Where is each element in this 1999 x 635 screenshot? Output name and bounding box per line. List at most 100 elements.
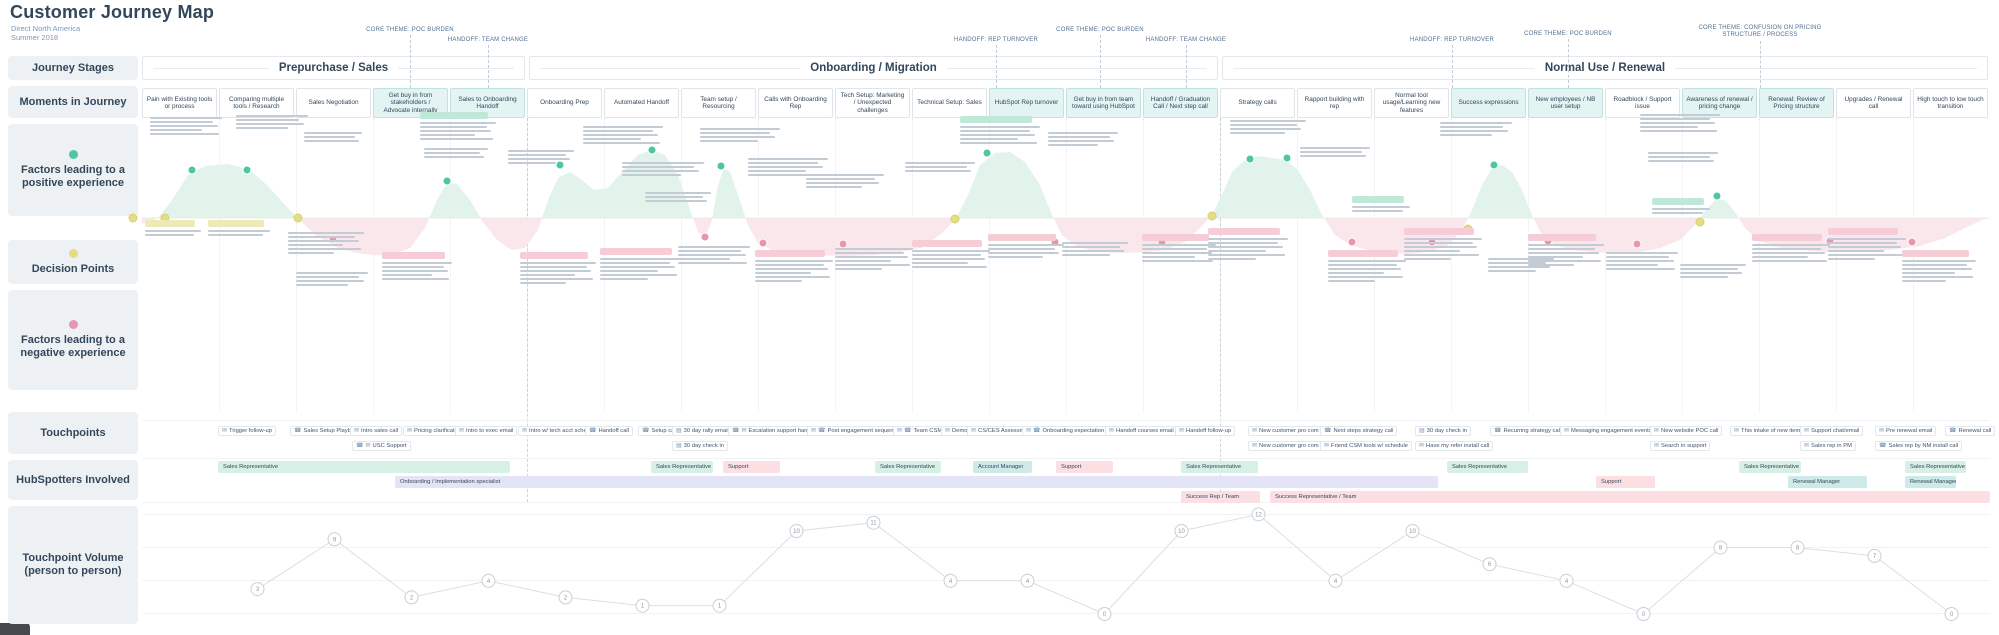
volume-node[interactable] <box>1020 573 1035 588</box>
moment-cell-3[interactable]: Sales Negotiation <box>296 88 371 118</box>
decision-dot[interactable] <box>950 214 960 224</box>
volume-node[interactable] <box>1328 573 1343 588</box>
moment-cell-5[interactable]: Sales to Onboarding Handoff <box>450 88 525 118</box>
negative-dot[interactable] <box>1907 237 1917 247</box>
hubspotter-bar[interactable]: Sales Representative <box>218 461 510 473</box>
volume-node[interactable] <box>712 598 727 613</box>
annotation-note[interactable] <box>988 234 1064 258</box>
positive-dot[interactable] <box>555 160 565 170</box>
touchpoint-chip[interactable]: ☎ Handoff call <box>585 426 633 436</box>
decision-dot[interactable] <box>293 213 303 223</box>
positive-dot[interactable] <box>1245 154 1255 164</box>
positive-dot[interactable] <box>647 145 657 155</box>
annotation-note[interactable] <box>835 248 913 270</box>
annotation-note[interactable] <box>208 220 270 236</box>
moment-cell-11[interactable]: Technical Setup: Sales <box>912 88 987 118</box>
annotation-note[interactable] <box>748 158 828 176</box>
volume-node[interactable] <box>943 573 958 588</box>
volume-node[interactable] <box>1097 607 1112 621</box>
moment-cell-20[interactable]: Roadblock / Support issue <box>1605 88 1680 118</box>
volume-node[interactable] <box>1867 548 1882 563</box>
negative-dot[interactable] <box>700 232 710 242</box>
annotation-note[interactable] <box>645 192 711 202</box>
touchpoint-chip[interactable]: ▤ 30 day check in <box>1415 426 1471 436</box>
hubspotter-bar[interactable]: Success Representative / Team <box>1270 491 1990 503</box>
moment-cell-19[interactable]: New employees / NB user setup <box>1528 88 1603 118</box>
decision-dot[interactable] <box>1695 217 1705 227</box>
annotation-note[interactable] <box>1440 122 1512 136</box>
annotation-note[interactable] <box>1352 196 1410 212</box>
moment-cell-22[interactable]: Renewal: Review of Pricing structure <box>1759 88 1834 118</box>
hubspotter-bar[interactable]: Sales Representative <box>1447 461 1528 473</box>
moment-cell-15[interactable]: Strategy calls <box>1220 88 1295 118</box>
volume-node[interactable] <box>1559 573 1574 588</box>
negative-dot[interactable] <box>758 238 768 248</box>
annotation-note[interactable] <box>600 248 680 280</box>
moment-cell-16[interactable]: Rapport building with rep <box>1297 88 1372 118</box>
touchpoint-chip[interactable]: ▤ 30 day check in <box>672 441 728 451</box>
moment-cell-21[interactable]: Awareness of renewal / pricing change <box>1682 88 1757 118</box>
volume-node[interactable] <box>1713 540 1728 555</box>
volume-node[interactable] <box>1790 540 1805 555</box>
volume-node[interactable] <box>789 524 804 538</box>
hubspotter-bar[interactable]: Sales Representative <box>875 461 941 473</box>
annotation-note[interactable] <box>1062 242 1128 256</box>
volume-node[interactable] <box>1944 607 1959 621</box>
hubspotter-bar[interactable]: Renewal Manager <box>1905 476 1956 488</box>
annotation-note[interactable] <box>150 117 222 135</box>
annotation-note[interactable] <box>905 162 975 172</box>
moment-cell-10[interactable]: Tech Setup: Marketing / Unexpected chall… <box>835 88 910 118</box>
volume-node[interactable] <box>1174 524 1189 538</box>
hubspotter-bar[interactable]: Support <box>723 461 780 473</box>
annotation-note[interactable] <box>1300 147 1370 157</box>
annotation-note[interactable] <box>420 112 496 140</box>
volume-node[interactable] <box>1405 524 1420 538</box>
annotation-note[interactable] <box>1230 120 1306 134</box>
annotation-note[interactable] <box>508 150 574 164</box>
hubspotter-bar[interactable]: Account Manager <box>973 461 1032 473</box>
annotation-note[interactable] <box>236 115 308 129</box>
annotation-note[interactable] <box>1142 234 1216 262</box>
positive-dot[interactable] <box>1489 160 1499 170</box>
moment-cell-17[interactable]: Normal tool usage/Learning new features <box>1374 88 1449 118</box>
touchpoint-chip[interactable]: ✉ Have my refer install call <box>1415 441 1494 451</box>
volume-node[interactable] <box>1482 557 1497 572</box>
touchpoint-chip[interactable]: ✉ Intro to exec email <box>455 426 518 436</box>
annotation-note[interactable] <box>1328 250 1406 282</box>
hubspotter-bar[interactable]: Sales Representative <box>651 461 713 473</box>
positive-dot[interactable] <box>716 161 726 171</box>
moment-cell-12[interactable]: HubSpot Rep turnover <box>989 88 1064 118</box>
annotation-note[interactable] <box>288 232 364 254</box>
volume-node[interactable] <box>866 515 881 530</box>
annotation-note[interactable] <box>424 148 488 158</box>
negative-dot[interactable] <box>1632 239 1642 249</box>
annotation-note[interactable] <box>960 116 1040 144</box>
annotation-note[interactable] <box>1404 228 1482 260</box>
annotation-note[interactable] <box>1488 258 1554 272</box>
volume-node[interactable] <box>327 532 342 547</box>
annotation-note[interactable] <box>1828 228 1906 260</box>
annotation-note[interactable] <box>700 128 780 142</box>
annotation-note[interactable] <box>296 272 368 286</box>
positive-dot[interactable] <box>442 176 452 186</box>
volume-node[interactable] <box>250 582 265 597</box>
stage-header-normal-use-renewal[interactable]: Normal Use / Renewal <box>1222 56 1988 80</box>
touchpoint-chip[interactable]: ✉ Support chat/email <box>1800 426 1864 436</box>
annotation-note[interactable] <box>1680 264 1746 278</box>
decision-dot[interactable] <box>1207 211 1217 221</box>
touchpoint-chip[interactable]: ☎ Sales rep by NM install call <box>1875 441 1963 451</box>
volume-node[interactable] <box>1636 607 1651 621</box>
hubspotter-bar[interactable]: Sales Representative <box>1739 461 1801 473</box>
touchpoint-chip[interactable]: ✉ Sales rep in PM <box>1800 441 1856 451</box>
annotation-note[interactable] <box>755 250 833 282</box>
hubspotter-bar[interactable]: Sales Representative <box>1181 461 1258 473</box>
volume-node[interactable] <box>635 598 650 613</box>
annotation-note[interactable] <box>678 246 750 264</box>
hubspotter-bar[interactable]: Sales Representative <box>1905 461 1966 473</box>
stage-header-onboarding-migration[interactable]: Onboarding / Migration <box>529 56 1218 80</box>
hubspotter-bar[interactable]: Success Rep / Team <box>1181 491 1260 503</box>
annotation-note[interactable] <box>1208 228 1288 260</box>
touchpoint-chip[interactable]: ✉ Intro sales call <box>350 426 403 436</box>
decision-dot[interactable] <box>128 213 138 223</box>
annotation-note[interactable] <box>1528 234 1604 266</box>
